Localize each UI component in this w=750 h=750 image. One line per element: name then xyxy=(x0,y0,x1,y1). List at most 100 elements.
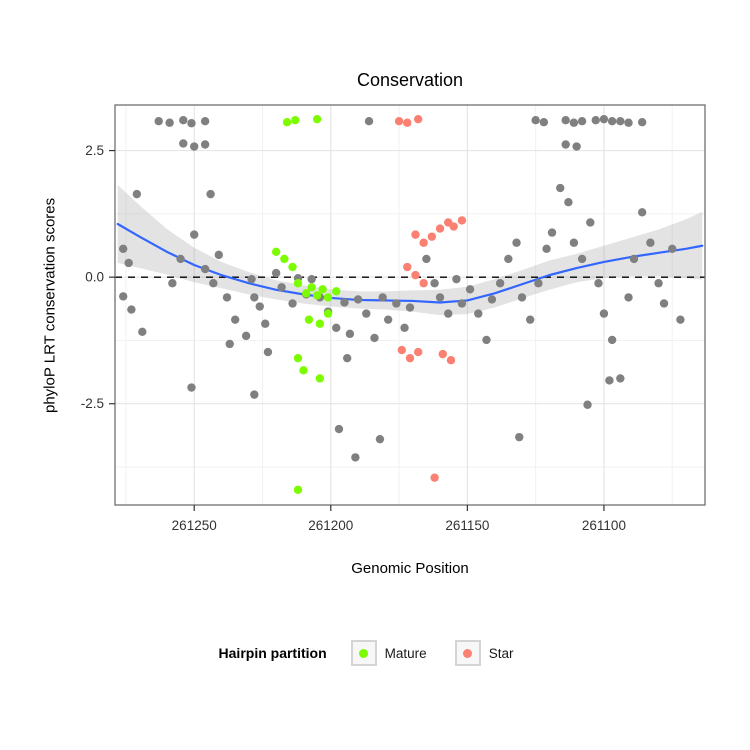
data-point-other xyxy=(430,279,439,288)
data-point-other xyxy=(176,254,185,264)
data-point-mature xyxy=(315,374,325,383)
data-point-other xyxy=(225,339,234,349)
data-point-star xyxy=(405,353,415,363)
data-point-mature xyxy=(312,114,322,124)
data-point-other xyxy=(572,142,581,151)
data-point-other xyxy=(334,424,344,434)
data-point-other xyxy=(659,299,669,308)
data-point-other xyxy=(190,142,199,151)
data-point-other xyxy=(474,309,483,318)
data-point-other xyxy=(457,299,467,308)
mature-swatch-icon xyxy=(359,648,369,658)
data-point-other xyxy=(605,376,614,385)
x-tick-label: 261250 xyxy=(172,518,217,533)
data-point-other xyxy=(504,254,513,264)
data-point-mature xyxy=(280,254,289,264)
data-point-star xyxy=(419,279,428,288)
data-point-mature xyxy=(323,309,333,318)
data-point-other xyxy=(200,264,210,274)
legend-label-star: Star xyxy=(488,645,514,661)
data-point-other xyxy=(138,327,147,337)
data-point-other xyxy=(668,244,677,253)
data-point-star xyxy=(449,222,458,231)
data-point-other xyxy=(577,117,587,126)
data-point-mature xyxy=(318,285,327,294)
data-point-other xyxy=(168,279,177,288)
data-point-other xyxy=(190,230,199,239)
data-point-other xyxy=(646,238,655,247)
data-point-other xyxy=(637,208,647,217)
data-point-other xyxy=(118,244,128,253)
data-point-mature xyxy=(307,283,316,292)
data-point-other xyxy=(577,254,587,264)
data-point-other xyxy=(444,309,453,318)
data-point-star xyxy=(435,224,445,233)
data-point-other xyxy=(222,293,232,302)
data-point-other xyxy=(375,434,385,444)
data-point-mature xyxy=(282,118,292,127)
data-point-mature xyxy=(332,287,341,296)
data-point-other xyxy=(564,198,573,207)
data-point-other xyxy=(200,140,210,149)
data-point-star xyxy=(438,349,447,359)
data-point-other xyxy=(435,293,445,302)
data-point-other xyxy=(531,115,540,125)
data-point-other xyxy=(487,295,497,304)
data-point-other xyxy=(288,299,297,308)
data-point-other xyxy=(261,319,270,328)
data-point-other xyxy=(345,329,355,339)
data-point-other xyxy=(400,323,409,332)
y-tick-label: -2.5 xyxy=(81,396,104,411)
data-point-mature xyxy=(323,293,333,302)
data-point-other xyxy=(629,254,639,264)
data-point-other xyxy=(241,331,251,341)
data-point-other xyxy=(512,238,521,247)
data-point-other xyxy=(654,279,663,288)
data-point-other xyxy=(353,295,363,304)
y-axis-label: phyloP LRT conservation scores xyxy=(41,197,59,413)
data-point-mature xyxy=(304,315,314,324)
data-point-other xyxy=(206,189,215,199)
data-point-other xyxy=(637,118,647,127)
data-point-mature xyxy=(312,291,322,300)
data-point-star xyxy=(413,114,423,124)
data-point-other xyxy=(370,333,379,343)
data-point-other xyxy=(271,268,281,278)
star-swatch-icon xyxy=(463,648,473,658)
data-point-other xyxy=(624,118,633,127)
y-tick-label: 0.0 xyxy=(85,270,104,285)
legend-key-star xyxy=(454,640,481,666)
data-point-other xyxy=(624,293,633,302)
data-point-other xyxy=(482,335,491,345)
data-point-other xyxy=(607,117,617,126)
data-point-other xyxy=(127,305,136,314)
data-point-other xyxy=(378,293,387,302)
data-point-mature xyxy=(291,115,300,125)
data-point-other xyxy=(165,118,174,127)
legend-item-star: Star xyxy=(454,640,514,666)
data-point-other xyxy=(616,374,625,383)
data-point-other xyxy=(179,139,188,148)
data-point-other xyxy=(676,315,685,324)
data-point-other xyxy=(525,315,535,324)
legend: Hairpin partition Mature Star xyxy=(0,640,750,666)
data-point-other xyxy=(561,115,570,125)
data-point-star xyxy=(457,216,467,225)
data-point-other xyxy=(569,118,579,127)
data-point-other xyxy=(230,315,240,324)
data-point-other xyxy=(515,432,524,442)
data-point-other xyxy=(332,323,341,332)
data-point-other xyxy=(209,279,218,288)
data-point-other xyxy=(534,279,543,288)
data-point-other xyxy=(591,115,600,125)
data-point-other xyxy=(342,353,352,363)
data-point-other xyxy=(594,279,603,288)
data-point-other xyxy=(586,218,595,227)
data-point-other xyxy=(255,302,264,311)
data-point-other xyxy=(214,250,223,260)
data-point-mature xyxy=(293,353,303,363)
data-point-star xyxy=(411,270,420,280)
data-point-other xyxy=(362,309,371,318)
data-point-other xyxy=(340,298,349,307)
data-point-other xyxy=(422,254,431,264)
